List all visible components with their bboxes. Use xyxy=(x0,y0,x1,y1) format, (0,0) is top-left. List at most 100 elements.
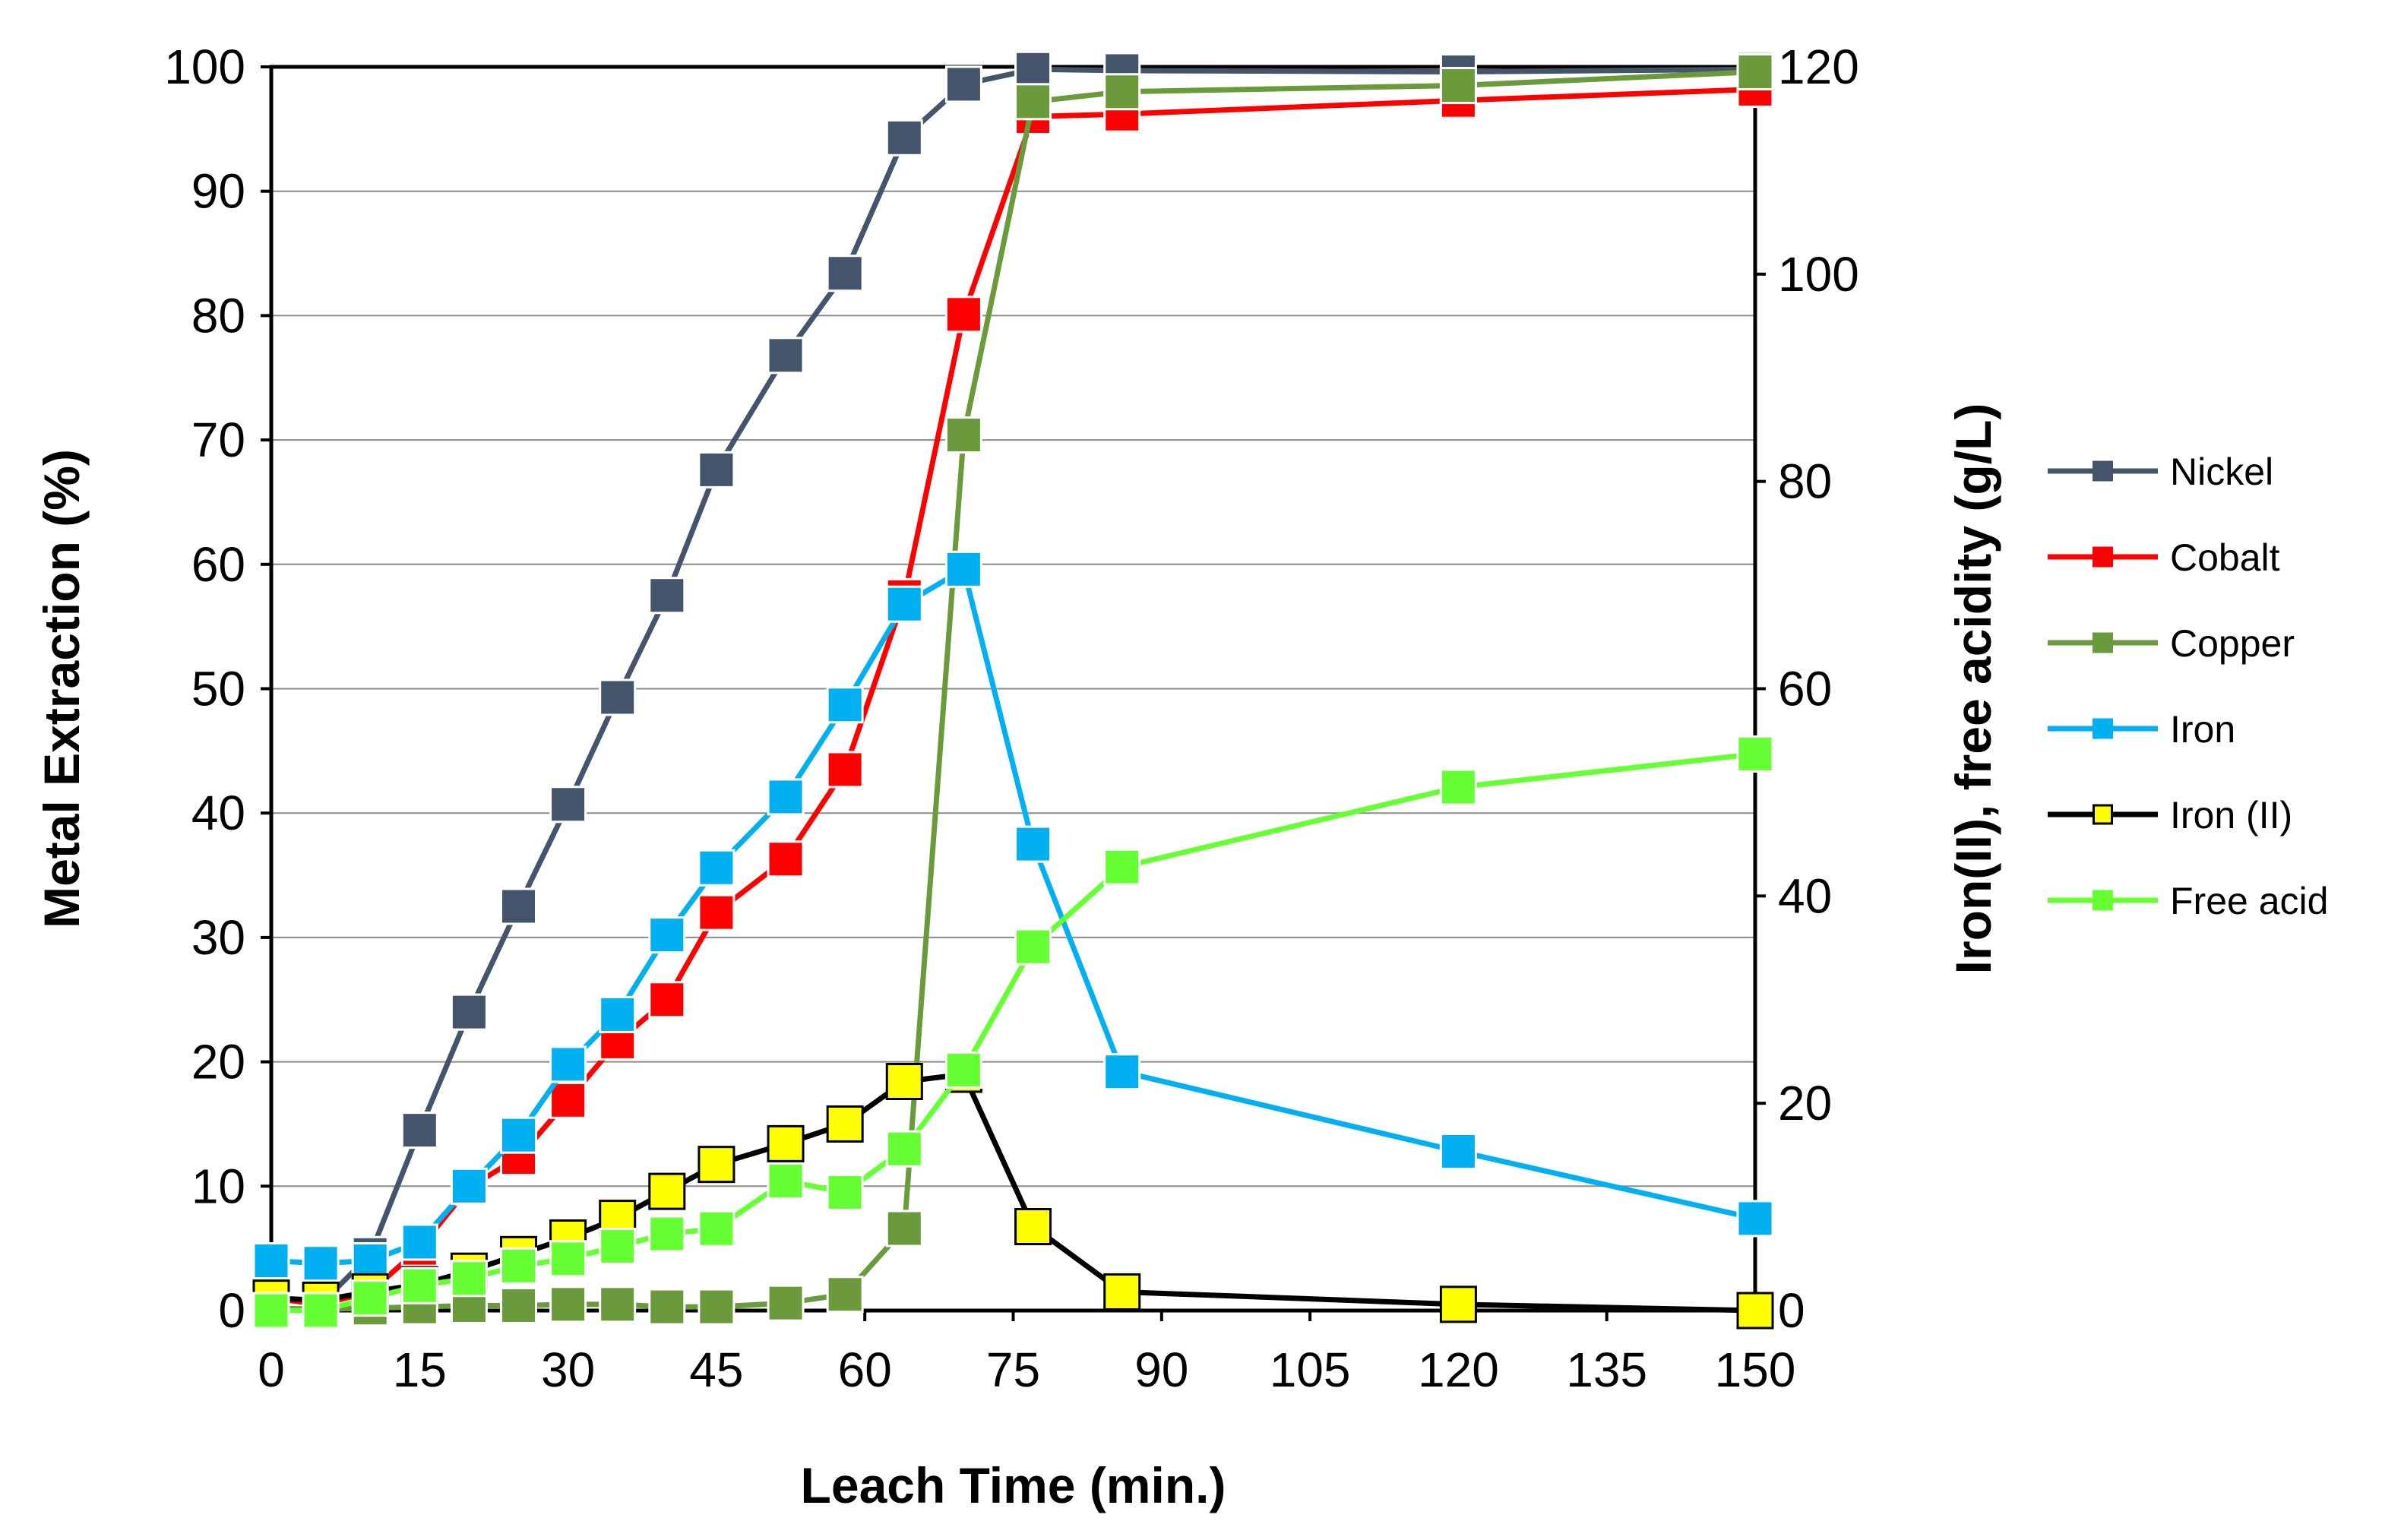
data-point xyxy=(302,1292,340,1330)
legend-item: Free acid xyxy=(2048,880,2328,922)
data-point xyxy=(549,1081,587,1119)
data-point xyxy=(1736,1200,1774,1238)
y2-tick-label: 40 xyxy=(1778,868,1832,923)
data-point xyxy=(1439,67,1477,105)
data-point xyxy=(885,1130,923,1168)
series-free-acid xyxy=(252,735,1774,1330)
data-point xyxy=(549,1240,587,1278)
gridlines xyxy=(271,66,1755,1311)
data-point xyxy=(767,1162,805,1200)
legend-item: Iron xyxy=(2048,708,2235,751)
data-point xyxy=(944,1051,982,1089)
x-tick-label: 45 xyxy=(689,1342,743,1397)
series-line xyxy=(270,69,1756,1312)
x-tick-label: 105 xyxy=(1270,1342,1351,1397)
data-point xyxy=(885,119,923,157)
data-point xyxy=(1014,1208,1052,1246)
data-point xyxy=(549,1045,587,1083)
series-line xyxy=(270,566,1756,1266)
data-point xyxy=(549,1285,587,1323)
y2-tick-label: 60 xyxy=(1778,662,1832,716)
x-tick-label: 135 xyxy=(1566,1342,1647,1397)
series-line xyxy=(270,86,1756,1308)
data-point xyxy=(698,893,735,931)
y-tick-label: 40 xyxy=(191,786,245,840)
legend-item: Cobalt xyxy=(2048,536,2280,579)
data-point xyxy=(1014,928,1052,966)
data-point xyxy=(599,1227,637,1265)
data-point xyxy=(1736,1292,1774,1330)
y-tick-label: 60 xyxy=(191,537,245,592)
data-point xyxy=(450,1167,488,1205)
legend-label: Copper xyxy=(2170,622,2295,665)
y-tick-label: 0 xyxy=(218,1283,245,1338)
legend-item: Copper xyxy=(2048,622,2295,665)
data-point xyxy=(826,255,864,293)
legend-label: Iron (II) xyxy=(2170,794,2292,836)
data-point xyxy=(1103,1273,1141,1311)
x-tick-label: 120 xyxy=(1418,1342,1499,1397)
legend-label: Iron xyxy=(2170,708,2235,751)
y-tick-label: 30 xyxy=(191,910,245,965)
legend-marker xyxy=(2093,890,2113,911)
legend: Nickel Cobalt Copper Iron Iron (II) Free acid xyxy=(2048,451,2328,922)
legend-marker xyxy=(2093,804,2113,825)
data-point xyxy=(826,751,864,789)
data-point xyxy=(1736,735,1774,773)
legend-label: Nickel xyxy=(2170,451,2273,493)
data-point xyxy=(826,1276,864,1314)
x-axis-title: Leach Time (min.) xyxy=(801,1457,1226,1513)
data-point xyxy=(450,993,488,1031)
data-point xyxy=(767,840,805,878)
legend-marker xyxy=(2093,718,2113,739)
data-point xyxy=(1439,1285,1477,1323)
data-point xyxy=(252,1292,290,1330)
data-point xyxy=(302,1244,340,1282)
data-point xyxy=(1439,1132,1477,1170)
data-point xyxy=(351,1242,389,1280)
data-point xyxy=(450,1260,488,1298)
y-axis-title: Metal Extraction (%) xyxy=(33,449,90,928)
data-point xyxy=(549,786,587,824)
y2-tick-label: 120 xyxy=(1778,40,1859,94)
data-point xyxy=(826,686,864,724)
series-line xyxy=(270,1071,1756,1314)
y2-axis-title: Iron(II), free acidity (g/L) xyxy=(1945,403,2001,975)
y-tick-label: 70 xyxy=(191,413,245,467)
legend-marker xyxy=(2093,632,2113,653)
data-point xyxy=(599,1285,637,1323)
data-point xyxy=(599,678,637,716)
y-tick-label: 90 xyxy=(191,164,245,219)
data-point xyxy=(400,1223,438,1261)
data-point xyxy=(500,1247,537,1285)
data-point xyxy=(826,1105,864,1143)
data-point xyxy=(885,1210,923,1247)
x-tick-label: 90 xyxy=(1134,1342,1188,1397)
series-copper xyxy=(252,53,1774,1328)
data-point xyxy=(944,416,982,454)
data-point xyxy=(500,1116,537,1154)
y2-tick-label: 20 xyxy=(1778,1076,1832,1130)
data-point xyxy=(767,1284,805,1322)
data-point xyxy=(698,451,735,489)
data-point xyxy=(648,1288,686,1326)
legend-label: Cobalt xyxy=(2170,536,2280,579)
data-point xyxy=(252,1242,290,1280)
x-tick-label: 60 xyxy=(838,1342,892,1397)
y2-tick-label: 80 xyxy=(1778,454,1832,509)
y-tick-label: 80 xyxy=(191,288,245,343)
data-point xyxy=(648,577,686,615)
data-point xyxy=(1103,848,1141,886)
data-point xyxy=(1103,1053,1141,1091)
y-tick-label: 10 xyxy=(191,1159,245,1213)
series-cobalt xyxy=(252,70,1774,1323)
data-point xyxy=(500,1286,537,1324)
legend-label: Free acid xyxy=(2170,880,2328,922)
data-point xyxy=(698,1210,735,1247)
data-point xyxy=(1439,768,1477,806)
data-point xyxy=(885,1063,923,1101)
data-point xyxy=(500,887,537,925)
data-point xyxy=(698,1288,735,1326)
data-point xyxy=(1014,83,1052,121)
